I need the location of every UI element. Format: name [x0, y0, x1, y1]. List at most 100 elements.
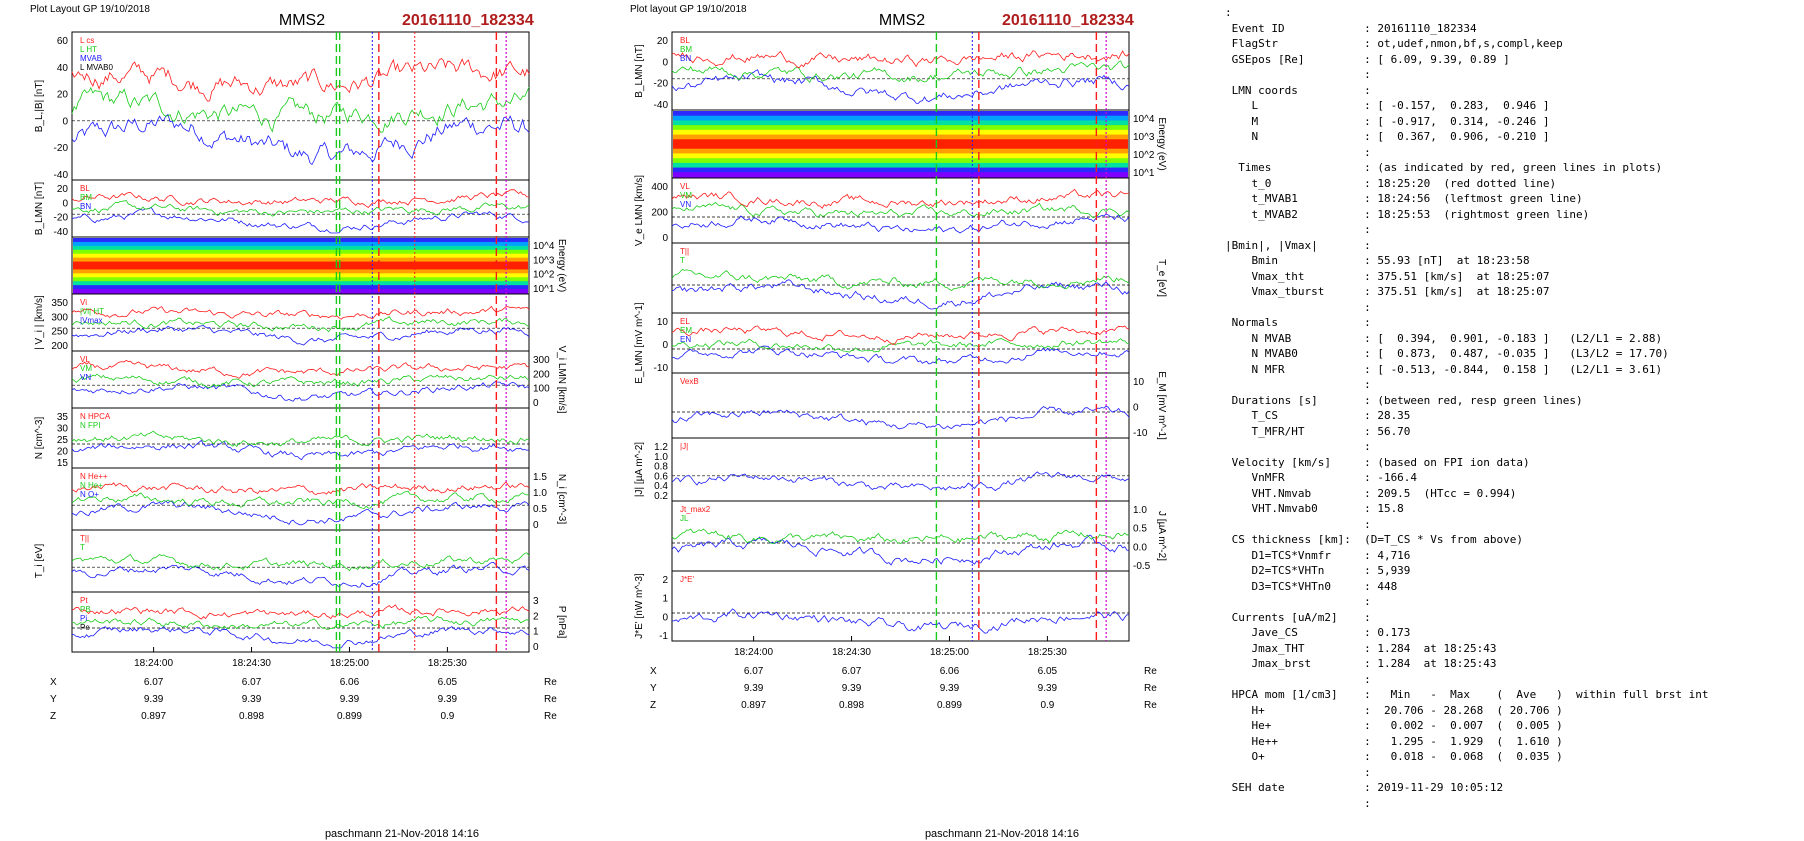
info-line: He++ : 1.295 - 1.929 ( 1.610 ) [1225, 734, 1563, 748]
left-ylabel: N_i [cm^-3] [556, 474, 567, 524]
left-position-value: 0.899 [337, 711, 362, 722]
left-position-value: 9.39 [438, 694, 458, 705]
left-footer: paschmann 21-Nov-2018 14:16 [325, 828, 479, 840]
right-spectrogram-band [673, 162, 1128, 169]
left-ytick-label: 10^4 [533, 241, 555, 252]
right-ytick-label: 1 [662, 594, 668, 605]
left-spectrogram-band [73, 238, 528, 243]
info-line: SEH date : 2019-11-29 10:05:12 [1225, 781, 1504, 794]
left-position-value: 0.9 [440, 711, 454, 722]
left-legend-entry: |Vi| HT [80, 307, 104, 316]
left-legend-entry: L HT [80, 45, 97, 54]
left-series-line [71, 439, 530, 461]
left-legend-entry: |Vmax [80, 316, 103, 325]
info-line: VHT.Nmvab : 209.5 (HTcc = 0.994) [1225, 486, 1517, 500]
left-header-text: Plot Layout GP 19/10/2018 [30, 4, 150, 15]
left-ytick-label: 20 [57, 90, 69, 101]
left-legend-entry: BL [80, 184, 90, 193]
info-line: : [1225, 595, 1371, 608]
left-ytick-label: -40 [54, 227, 69, 238]
right-position-value: 6.05 [1038, 666, 1058, 677]
right-panel-frame [671, 372, 1130, 439]
right-ytick-label: 10 [1133, 377, 1145, 388]
info-line: t_MVAB2 : 18:25:53 (rightmost green line… [1225, 207, 1590, 221]
left-legend-entry: VM [80, 364, 92, 373]
info-line: Normals : [1225, 316, 1371, 329]
info-line: Durations [s] : (between red, resp green… [1225, 393, 1583, 407]
left-spectrogram-band [73, 265, 528, 270]
left-ytick-label: 30 [57, 424, 69, 435]
right-ytick-label: -10 [1133, 428, 1148, 439]
info-line: FlagStr : ot,udef,nmon,bf,s,compl,keep [1225, 37, 1563, 50]
info-line: LMN coords : [1225, 83, 1371, 97]
right-spectrogram-band [673, 115, 1128, 121]
right-legend-entry: BL [680, 36, 690, 45]
info-line: : [1225, 796, 1371, 810]
left-position-axis-label: Y [50, 694, 57, 705]
left-ytick-label: 0.5 [533, 504, 547, 515]
left-series-line [71, 625, 530, 649]
left-ylabel: Energy (eV) [556, 239, 567, 292]
event-info-panel: : Event ID : 20161110_182334 FlagStr : o… [1225, 5, 1800, 811]
info-line: L : [ -0.157, 0.283, 0.946 ] [1225, 99, 1550, 112]
left-ytick-label: 0 [533, 642, 539, 653]
left-ylabel: P [nPa] [556, 606, 567, 639]
info-line: Jmax_THT : 1.284 at 18:25:43 [1225, 641, 1497, 655]
right-spectrogram-band [673, 129, 1128, 136]
right-ytick-label: 0.2 [654, 491, 668, 502]
left-series-line [72, 615, 530, 630]
right-footer: paschmann 21-Nov-2018 14:16 [925, 828, 1079, 840]
left-position-axis-label: X [50, 677, 57, 688]
info-line: : [1225, 145, 1371, 159]
info-line: D1=TCS*Vnmfr : 4,716 [1225, 548, 1411, 562]
left-position-value: 6.05 [438, 677, 458, 688]
right-time-tick-label: 18:24:30 [832, 647, 871, 658]
left-spectrogram-band [73, 277, 528, 282]
right-panel-frame [671, 437, 1130, 502]
right-panel-frame [671, 31, 1130, 111]
right-ytick-label: -1 [659, 631, 668, 642]
left-position-unit: Re [544, 694, 557, 705]
left-spectrogram-band [73, 257, 528, 263]
left-ylabel: N [cm^-3] [34, 417, 45, 460]
left-spacecraft-title: MMS2 [279, 12, 325, 29]
right-ytick-label: 1.0 [654, 452, 668, 463]
right-position-axis-label: Z [650, 700, 656, 711]
right-legend-entry: EN [680, 335, 691, 344]
left-ytick-label: 2 [533, 611, 539, 622]
left-position-value: 9.39 [144, 694, 164, 705]
info-line: : [1225, 440, 1371, 453]
info-line: : [1225, 517, 1371, 531]
right-ytick-label: 10 [657, 317, 669, 328]
left-spectrogram-band [73, 245, 528, 251]
info-line: t_0 : 18:25:20 (red dotted line) [1225, 176, 1557, 190]
right-ytick-label: 20 [657, 36, 669, 47]
info-line: t_MVAB1 : 18:24:56 (leftmost green line) [1225, 192, 1583, 205]
info-line: D2=TCS*VHTn : 5,939 [1225, 564, 1411, 577]
left-legend-entry: L cs [80, 36, 94, 45]
right-spectrogram-band [673, 158, 1128, 164]
right-time-tick-label: 18:25:00 [930, 647, 969, 658]
info-line: : [1225, 68, 1371, 81]
left-series-line [71, 359, 530, 379]
left-series-line [71, 552, 530, 572]
right-header-text: Plot layout GP 19/10/2018 [630, 4, 747, 15]
right-ytick-label: 0.0 [1133, 542, 1147, 553]
left-legend-entry: BN [80, 202, 91, 211]
right-ytick-label: 1.0 [1133, 505, 1147, 516]
right-series-line [671, 528, 1130, 544]
left-position-value: 0.897 [141, 711, 166, 722]
left-position-value: 9.39 [242, 694, 262, 705]
right-ylabel: B_LMN [nT] [634, 44, 645, 98]
info-line: : [1225, 300, 1371, 314]
right-panel-frame [671, 177, 1130, 244]
left-ytick-label: -20 [54, 213, 69, 224]
left-legend-entry: Vi [80, 298, 87, 307]
right-legend-entry: EM [680, 326, 692, 335]
right-series-line [671, 534, 1130, 566]
right-series-line [671, 279, 1130, 310]
right-ylabel: |J| [µA m^-2] [634, 442, 645, 497]
right-series-line [671, 405, 1130, 430]
right-ytick-label: 10^3 [1133, 132, 1155, 143]
left-series-line [71, 325, 530, 346]
